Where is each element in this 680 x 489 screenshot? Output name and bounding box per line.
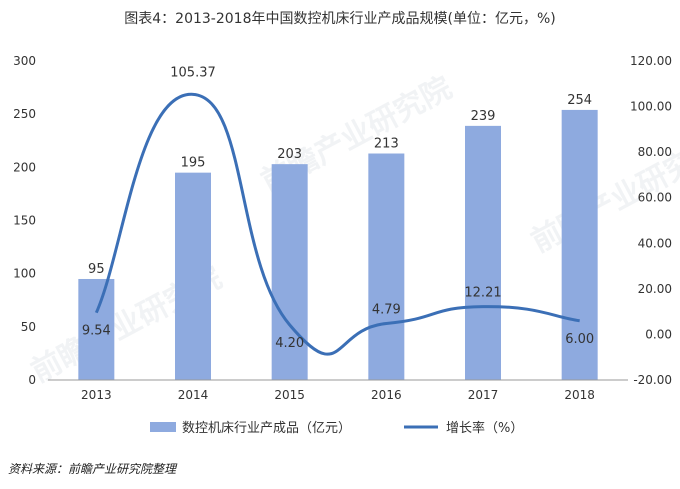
source-note: 资料来源：前瞻产业研究院整理 bbox=[8, 462, 177, 476]
y-right-tick-label: 100.00 bbox=[630, 100, 672, 114]
bar-2016 bbox=[368, 153, 405, 380]
legend-bar-swatch bbox=[150, 422, 176, 432]
bar-2018 bbox=[561, 109, 598, 380]
x-tick-label: 2014 bbox=[178, 388, 209, 402]
bar-label: 213 bbox=[374, 137, 399, 152]
growth-rate-line bbox=[94, 92, 580, 356]
y-left-tick-label: 150 bbox=[13, 214, 36, 228]
y-left-tick-label: 50 bbox=[21, 320, 36, 334]
line-label: 4.79 bbox=[372, 303, 401, 318]
y-right-tick-label: -20.00 bbox=[633, 373, 672, 387]
line-label: 9.54 bbox=[82, 324, 111, 339]
y-left-tick-label: 0 bbox=[28, 373, 36, 387]
y-right-tick-label: 60.00 bbox=[638, 191, 672, 205]
bar-label: 195 bbox=[181, 156, 206, 171]
bar-label: 239 bbox=[471, 109, 496, 124]
line-label: 6.00 bbox=[565, 332, 594, 347]
y-left-tick-label: 200 bbox=[13, 160, 36, 174]
y-right-tick-label: 80.00 bbox=[638, 145, 672, 159]
x-tick-label: 2017 bbox=[468, 388, 499, 402]
legend: 数控机床行业产成品（亿元） 增长率（%） bbox=[150, 420, 523, 436]
line-label: 4.20 bbox=[275, 336, 304, 351]
line-labels: 9.54 105.37 4.20 4.79 12.21 6.00 bbox=[82, 65, 594, 351]
bar-label: 254 bbox=[567, 93, 592, 108]
y-left-tick-label: 300 bbox=[13, 54, 36, 68]
x-tick-label: 2013 bbox=[81, 388, 112, 402]
x-tick-label: 2018 bbox=[564, 388, 595, 402]
y-right-tick-label: 0.00 bbox=[645, 327, 672, 341]
line-label: 12.21 bbox=[464, 286, 501, 301]
legend-bar-label: 数控机床行业产成品（亿元） bbox=[182, 421, 351, 436]
y-left-tick-label: 100 bbox=[13, 267, 36, 281]
bar-label: 95 bbox=[88, 262, 105, 277]
x-tick-label: 2016 bbox=[371, 388, 402, 402]
bar-2013 bbox=[78, 278, 115, 380]
bar-labels: 95 195 203 213 239 254 bbox=[88, 93, 592, 277]
bar-2014 bbox=[175, 172, 211, 380]
x-tick-labels: 2013 2014 2015 2016 2017 2018 bbox=[81, 388, 595, 402]
line-label: 105.37 bbox=[170, 65, 216, 80]
chart-title: 图表4：2013-2018年中国数控机床行业产成品规模(单位：亿元，%) bbox=[124, 11, 556, 27]
y-right-tick-label: 20.00 bbox=[638, 282, 672, 296]
y-right-tick-label: 120.00 bbox=[630, 54, 672, 68]
bar-2015 bbox=[271, 164, 308, 380]
bar-label: 203 bbox=[277, 147, 302, 162]
y-left-tick-labels: 0 50 100 150 200 250 300 bbox=[13, 54, 36, 387]
bar-2017 bbox=[465, 125, 501, 380]
x-tick-label: 2015 bbox=[274, 388, 305, 402]
y-left-tick-label: 250 bbox=[13, 107, 36, 121]
y-right-tick-labels: -20.00 0.00 20.00 40.00 60.00 80.00 100.00 120.… bbox=[630, 54, 672, 387]
bar-series bbox=[78, 109, 598, 380]
y-right-tick-label: 40.00 bbox=[638, 236, 672, 250]
legend-line-label: 增长率（%） bbox=[446, 420, 523, 436]
